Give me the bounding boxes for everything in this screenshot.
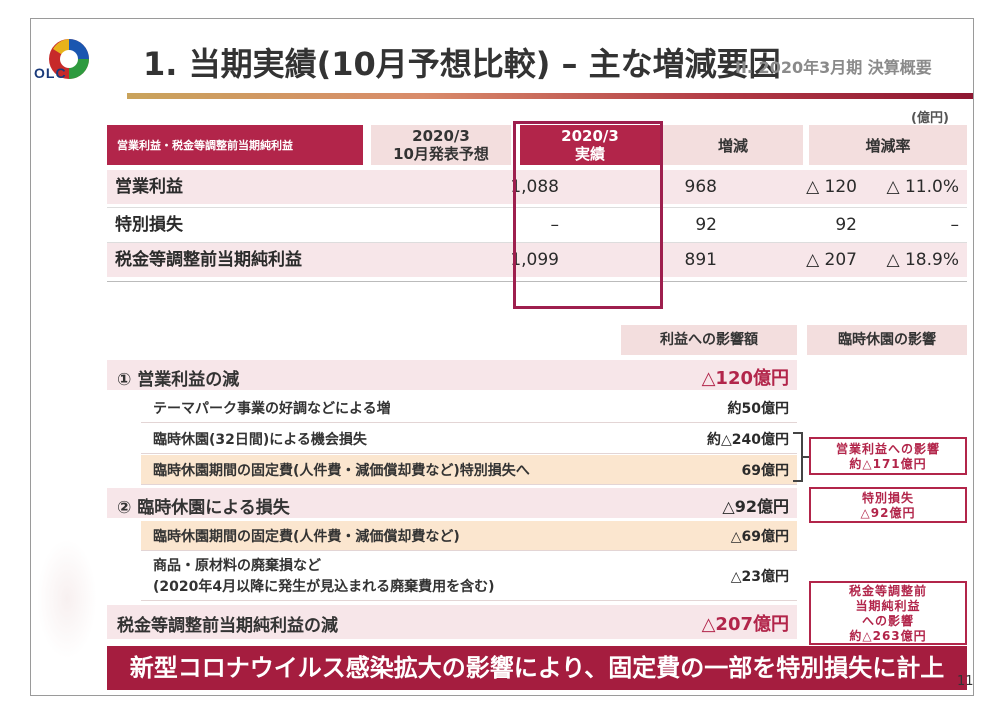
footer-banner: 新型コロナウイルス感染拡大の影響により、固定費の一部を特別損失に計上: [107, 646, 967, 690]
section-value: △120億円: [701, 368, 789, 389]
row-label: 税金等調整前当期純利益: [115, 250, 302, 270]
row-actual: 92: [695, 215, 717, 235]
table-bottom-rule: [107, 281, 967, 282]
col-header-closure: 臨時休園の影響: [807, 325, 967, 355]
unit-label: (億円): [911, 111, 949, 126]
page-number: 11: [957, 674, 974, 689]
row-label: 特別損失: [115, 215, 183, 235]
table-header-label: 営業利益・税金等調整前当期純利益: [107, 125, 363, 165]
impact-box-line: 当期純利益: [855, 599, 921, 613]
bracket-tick: [803, 456, 809, 458]
impact-box-line: 営業利益への影響: [835, 442, 940, 456]
col-header-rate: 増減率: [809, 125, 967, 165]
list-item: 臨時休園期間の固定費(人件費・減価償却費など)特別損失へ 69億円: [141, 455, 797, 485]
title-underline: [127, 93, 973, 99]
col-header-actual-line2: 実績: [574, 145, 605, 163]
section-value: △92億円: [722, 497, 789, 516]
bracket: [793, 432, 803, 482]
item-value: △69億円: [730, 529, 789, 545]
col-header-actual-line1: 2020/3: [561, 127, 619, 145]
item-label: テーマパーク事業の好調などによる増: [153, 401, 391, 417]
item-value: 約△240億円: [707, 432, 789, 448]
col-header-impact: 利益への影響額: [621, 325, 797, 355]
list-item: 臨時休園期間の固定費(人件費・減価償却費など) △69億円: [141, 521, 797, 551]
actual-column-highlight: [513, 121, 663, 309]
logo-text: OLC: [34, 65, 67, 81]
impact-box-line: への影響: [861, 614, 914, 628]
item-label-line1: 商品・原材料の廃棄損など: [153, 558, 321, 574]
impact-box-pretax: 税金等調整前 当期純利益 への影響 約△263億円: [809, 581, 967, 645]
row-diff: △ 207: [806, 250, 857, 270]
row-forecast: 1,088: [510, 177, 559, 197]
col-header-forecast-line1: 2020/3: [412, 127, 470, 145]
row-actual: 891: [684, 250, 717, 270]
list-item: 商品・原材料の廃棄損など (2020年4月以降に発生が見込まれる廃棄費用を含む)…: [141, 552, 797, 601]
list-item: 臨時休園(32日間)による機会損失 約△240億円: [141, 424, 797, 454]
col-header-actual: 2020/3 実績: [520, 125, 660, 165]
slide: OLC 1. 当期実績(10月予想比較) – 主な増減要因 II. 2020年3…: [30, 18, 974, 696]
table-row: 特別損失 – 92 92 –: [107, 207, 967, 243]
item-label: 臨時休園期間の固定費(人件費・減価償却費など): [153, 529, 460, 545]
section-row-operating-income: ① 営業利益の減 △120億円: [107, 360, 797, 390]
item-value: 約50億円: [727, 401, 789, 417]
impact-box-line: 特別損失: [861, 491, 914, 505]
impact-box-special-loss: 特別損失 △92億円: [809, 487, 967, 523]
total-label: 税金等調整前当期純利益の減: [117, 616, 338, 636]
impact-box-operating: 営業利益への影響 約△171億円: [809, 437, 967, 475]
row-diff: 92: [835, 215, 857, 235]
row-actual: 968: [684, 177, 717, 197]
olc-logo-icon: [49, 39, 89, 79]
item-value: △23億円: [730, 569, 789, 585]
section-label: ② 臨時休園による損失: [117, 498, 290, 518]
col-header-forecast: 2020/3 10月発表予想: [371, 125, 511, 165]
item-value: 69億円: [741, 463, 789, 479]
list-item: テーマパーク事業の好調などによる増 約50億円: [141, 393, 797, 423]
section-subtitle: II. 2020年3月期 決算概要: [735, 58, 932, 77]
item-label: 臨時休園(32日間)による機会損失: [153, 432, 367, 448]
table-row: 営業利益 1,088 968 △ 120 △ 11.0%: [107, 170, 967, 204]
impact-box-line: 税金等調整前: [848, 584, 927, 598]
row-label: 営業利益: [115, 177, 183, 197]
total-row: 税金等調整前当期純利益の減 △207億円: [107, 605, 797, 639]
row-diff: △ 120: [806, 177, 857, 197]
row-forecast: 1,099: [510, 250, 559, 270]
section-label: ① 営業利益の減: [117, 370, 240, 390]
impact-box-line: △92億円: [860, 506, 916, 520]
page-title: 1. 当期実績(10月予想比較) – 主な増減要因: [143, 45, 781, 83]
watermark: [37, 539, 97, 659]
row-rate: △ 11.0%: [886, 177, 959, 197]
table-row: 税金等調整前当期純利益 1,099 891 △ 207 △ 18.9%: [107, 243, 967, 277]
section-row-closure-loss: ② 臨時休園による損失 △92億円: [107, 488, 797, 518]
total-value: △207億円: [701, 614, 789, 635]
olc-logo: [47, 37, 99, 107]
row-forecast: –: [550, 215, 560, 235]
item-label: 臨時休園期間の固定費(人件費・減価償却費など)特別損失へ: [153, 463, 530, 479]
col-header-forecast-line2: 10月発表予想: [393, 145, 489, 163]
item-label-line2: (2020年4月以降に発生が見込まれる廃棄費用を含む): [153, 579, 495, 595]
row-rate: △ 18.9%: [886, 250, 959, 270]
impact-box-line: 約△263億円: [849, 629, 927, 643]
row-rate: –: [950, 215, 960, 235]
col-header-diff: 増減: [663, 125, 803, 165]
impact-box-line: 約△171億円: [849, 457, 927, 471]
